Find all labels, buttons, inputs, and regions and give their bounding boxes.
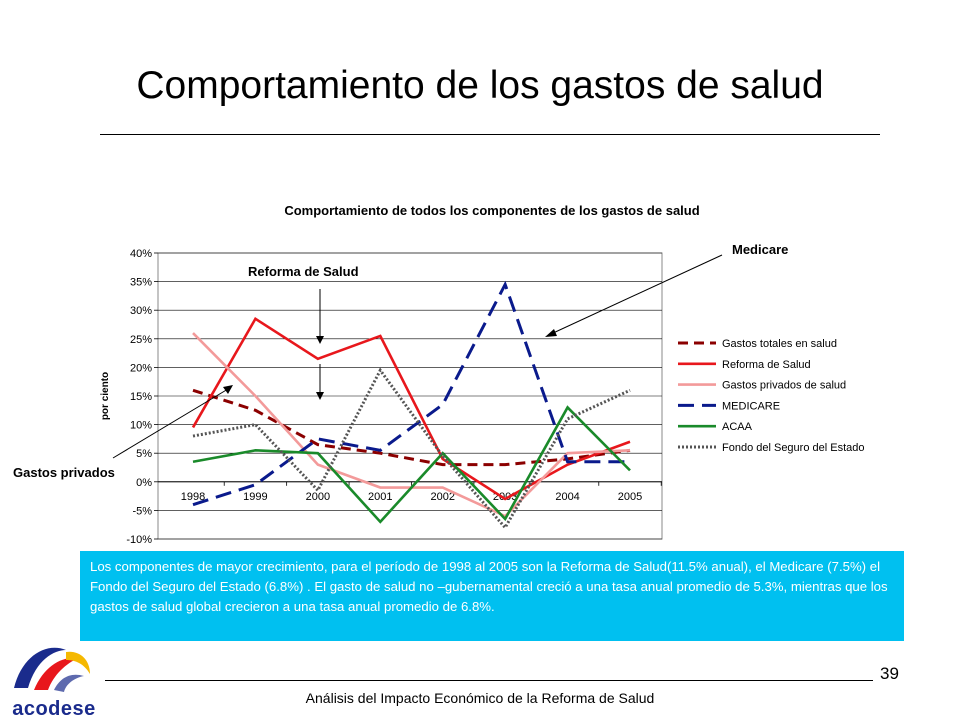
footer-text: Análisis del Impacto Económico de la Ref… [305, 690, 655, 706]
x-axis-ticks: 1998 1999 2000 2001 2002 2003 2004 2005 [181, 481, 662, 503]
annotation-privados-arrowhead [223, 385, 233, 394]
x-tick-label: 1998 [181, 491, 205, 503]
y-tick-label: -5% [132, 505, 152, 517]
y-tick-label: 0% [136, 477, 152, 489]
acodese-logo: acodese [4, 636, 104, 720]
annotation-medicare: Medicare [732, 242, 788, 257]
y-tick-label: 35% [130, 277, 152, 289]
annotation-privados: Gastos privados [13, 465, 115, 480]
logo-mark-icon [14, 647, 90, 692]
annotation-reforma: Reforma de Salud [248, 264, 359, 279]
series-lines [191, 280, 631, 531]
annotation-reforma-arrowhead-2 [316, 392, 324, 400]
x-tick-label: 2001 [368, 491, 392, 503]
title-divider [100, 134, 880, 135]
slide-title: Comportamiento de los gastos de salud [136, 64, 824, 107]
x-tick-label: 2004 [555, 491, 579, 503]
y-axis-label: por ciento [100, 372, 111, 420]
annotation-medicare-arrow [550, 254, 723, 335]
y-tick-label: -10% [126, 534, 152, 546]
legend-label: Fondo del Seguro del Estado [722, 442, 865, 454]
legend: Gastos totales en salud Reforma de Salud G… [678, 338, 865, 454]
annotation-medicare-arrowhead [545, 329, 557, 337]
y-tick-label: 25% [130, 334, 152, 346]
series-line-3 [192, 280, 630, 507]
legend-label: Reforma de Salud [722, 359, 811, 371]
y-tick-label: 40% [130, 248, 152, 260]
page-number: 39 [880, 664, 899, 683]
x-tick-label: 1999 [243, 491, 267, 503]
series-line-4 [192, 405, 631, 524]
y-axis-ticks: 40% 35% 30% 25% 20% 15% 10% 5% 0% -5% -10% [126, 248, 158, 546]
footer-divider [105, 680, 873, 681]
x-tick-label: 2002 [430, 491, 454, 503]
annotation-privados-arrow [112, 388, 229, 459]
logo-wordmark: acodese [12, 698, 96, 720]
y-tick-label: 30% [130, 305, 152, 317]
summary-note: Los componentes de mayor crecimiento, pa… [80, 551, 904, 641]
legend-label: ACAA [722, 421, 753, 433]
legend-label: Gastos totales en salud [722, 338, 837, 350]
y-tick-label: 5% [136, 448, 152, 460]
series-line-1 [191, 316, 631, 501]
legend-label: Gastos privados de salud [722, 380, 846, 392]
annotation-reforma-arrowhead-1 [316, 336, 324, 344]
x-tick-label: 2005 [618, 491, 642, 503]
series-line-0 [192, 388, 631, 467]
chart-title: Comportamiento de todos los componentes … [284, 203, 699, 218]
legend-label: MEDICARE [722, 400, 780, 412]
y-tick-label: 10% [130, 420, 152, 432]
x-tick-label: 2000 [306, 491, 330, 503]
y-tick-label: 20% [130, 362, 152, 374]
y-tick-label: 15% [130, 391, 152, 403]
